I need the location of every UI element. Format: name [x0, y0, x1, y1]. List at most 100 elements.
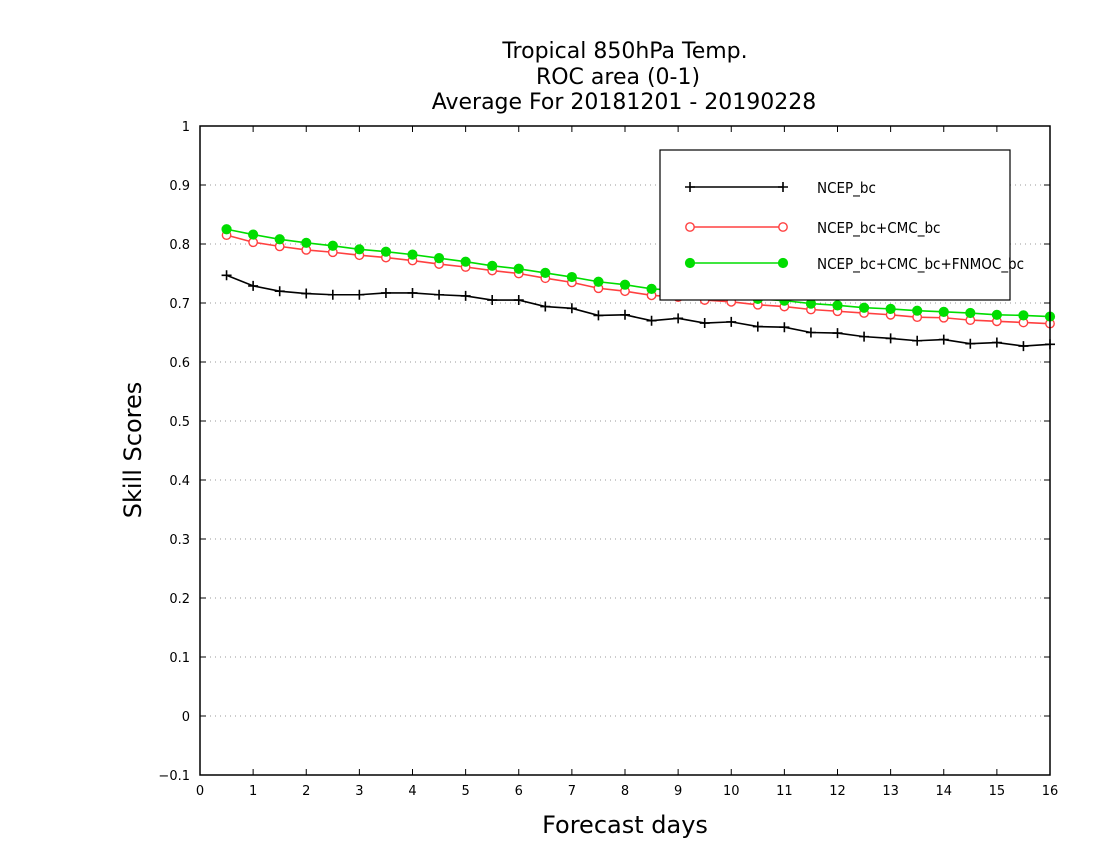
- chart-title-line-1: Tropical 850hPa Temp.: [501, 39, 747, 64]
- x-tick-label: 11: [776, 784, 793, 799]
- data-point-ncep-bc-cmc-bc-fnmoc-bc: [938, 306, 949, 317]
- data-point-ncep-bc: [779, 322, 790, 333]
- x-tick-label: 8: [621, 784, 629, 799]
- x-tick-label: 10: [723, 784, 740, 799]
- x-tick-label: 15: [989, 784, 1006, 799]
- data-point-ncep-bc: [407, 287, 418, 298]
- y-tick-label: 0.9: [169, 179, 190, 194]
- grid: [200, 184, 1050, 717]
- data-point-ncep-bc-cmc-bc-fnmoc-bc: [593, 276, 604, 287]
- data-point-ncep-bc: [912, 335, 923, 346]
- data-point-ncep-bc: [832, 328, 843, 339]
- series-ncep-bc: [221, 270, 1055, 352]
- data-point-ncep-bc: [460, 290, 471, 301]
- legend-marker-ncep-bc-cmc-bc-fnmoc-bc: [777, 257, 789, 269]
- data-point-ncep-bc: [274, 286, 285, 297]
- x-tick-label: 9: [674, 784, 682, 799]
- data-point-ncep-bc-cmc-bc-fnmoc-bc: [221, 224, 232, 235]
- data-point-ncep-bc: [301, 288, 312, 299]
- data-point-ncep-bc: [248, 280, 259, 291]
- data-point-ncep-bc: [752, 321, 763, 332]
- legend-marker-ncep-bc: [685, 182, 695, 192]
- x-tick-label: 3: [355, 784, 363, 799]
- data-point-ncep-bc-cmc-bc-fnmoc-bc: [885, 303, 896, 314]
- legend-marker-ncep-bc: [778, 182, 788, 192]
- data-point-ncep-bc-cmc-bc-fnmoc-bc: [619, 279, 631, 290]
- data-point-ncep-bc-cmc-bc-fnmoc-bc: [566, 271, 577, 283]
- data-point-ncep-bc: [673, 313, 684, 324]
- data-point-ncep-bc: [699, 318, 710, 329]
- y-tick-label: 0: [182, 710, 190, 725]
- data-point-ncep-bc: [221, 270, 232, 281]
- ticks: −0.100.10.20.30.40.50.60.70.80.910 1 2 3 4 5 6…: [158, 120, 1058, 799]
- data-point-ncep-bc-cmc-bc-fnmoc-bc: [354, 244, 365, 255]
- y-tick-label: 0.7: [169, 297, 190, 312]
- data-point-ncep-bc-cmc-bc-fnmoc-bc: [460, 256, 471, 267]
- data-point-ncep-bc-cmc-bc-fnmoc-bc: [433, 253, 445, 264]
- data-point-ncep-bc: [965, 338, 976, 349]
- data-point-ncep-bc-cmc-bc-fnmoc-bc: [513, 263, 524, 274]
- data-point-ncep-bc: [726, 316, 737, 327]
- x-tick-label: 16: [1042, 784, 1059, 799]
- x-tick-label: 12: [829, 784, 846, 799]
- data-point-ncep-bc: [540, 301, 551, 312]
- data-point-ncep-bc-cmc-bc-fnmoc-bc: [301, 237, 312, 248]
- y-axis-label: Skill Scores: [119, 382, 147, 519]
- y-tick-label: 0.6: [169, 356, 190, 371]
- y-tick-label: 0.2: [169, 592, 190, 607]
- data-point-ncep-bc: [380, 287, 391, 298]
- data-point-ncep-bc-cmc-bc-fnmoc-bc: [487, 260, 498, 271]
- y-tick-label: 0.3: [169, 533, 190, 548]
- data-point-ncep-bc-cmc-bc-fnmoc-bc: [274, 234, 285, 245]
- y-tick-label: 0.5: [169, 415, 190, 430]
- legend-label-ncep-bc-cmc-bc: NCEP_bc+CMC_bc: [817, 219, 940, 238]
- data-point-ncep-bc-cmc-bc-fnmoc-bc: [248, 229, 259, 240]
- data-point-ncep-bc-cmc-bc-fnmoc-bc: [1018, 310, 1029, 321]
- data-point-ncep-bc: [593, 310, 604, 321]
- data-point-ncep-bc: [885, 333, 896, 344]
- data-point-ncep-bc-cmc-bc-fnmoc-bc: [540, 267, 551, 279]
- data-point-ncep-bc-cmc-bc-fnmoc-bc: [912, 305, 923, 316]
- data-point-ncep-bc-cmc-bc-fnmoc-bc: [965, 307, 976, 319]
- y-tick-label: 0.4: [169, 474, 190, 489]
- data-point-ncep-bc: [1018, 341, 1029, 352]
- data-point-ncep-bc: [620, 309, 630, 320]
- data-point-ncep-bc-cmc-bc-fnmoc-bc: [991, 309, 1002, 320]
- y-tick-label: 0.8: [169, 238, 190, 253]
- x-tick-label: 7: [568, 784, 576, 799]
- data-point-ncep-bc: [487, 295, 498, 306]
- data-point-ncep-bc-cmc-bc-fnmoc-bc: [646, 283, 657, 294]
- x-tick-label: 4: [408, 784, 416, 799]
- x-tick-label: 0: [196, 784, 204, 799]
- data-point-ncep-bc: [938, 334, 949, 345]
- y-tick-label: 1: [182, 120, 190, 135]
- legend-label-ncep-bc-cmc-bc-fnmoc-bc: NCEP_bc+CMC_bc+FNMOC_bc: [817, 255, 1024, 274]
- legend-box: [659, 149, 1011, 301]
- legend: NCEP_bc NCEP_bc+CMC_bc NCEP_bc+CMC_bc+FNMO…: [659, 149, 1024, 301]
- x-tick-label: 14: [935, 784, 952, 799]
- x-tick-label: 13: [882, 784, 899, 799]
- data-point-ncep-bc: [805, 327, 816, 338]
- x-axis-label: Forecast days: [542, 811, 708, 839]
- data-point-ncep-bc-cmc-bc-fnmoc-bc: [858, 302, 870, 313]
- x-tick-label: 6: [515, 784, 523, 799]
- data-point-ncep-bc-cmc-bc-fnmoc-bc: [407, 249, 418, 260]
- x-tick-label: 2: [302, 784, 310, 799]
- data-point-ncep-bc: [434, 289, 445, 300]
- chart-title-line-2: ROC area (0-1): [536, 65, 700, 90]
- data-point-ncep-bc-cmc-bc-fnmoc-bc: [832, 300, 843, 311]
- data-point-ncep-bc: [513, 295, 524, 306]
- data-point-ncep-bc: [646, 315, 657, 326]
- legend-marker-ncep-bc-cmc-bc-fnmoc-bc: [684, 257, 696, 269]
- legend-marker-ncep-bc-cmc-bc: [778, 222, 788, 232]
- data-point-ncep-bc: [327, 289, 338, 300]
- y-tick-label: 0.1: [169, 651, 190, 666]
- legend-label-ncep-bc: NCEP_bc: [817, 179, 876, 198]
- data-point-ncep-bc-cmc-bc-fnmoc-bc: [380, 246, 392, 257]
- chart-title-line-3: Average For 20181201 - 20190228: [432, 90, 817, 115]
- data-point-ncep-bc: [354, 289, 365, 300]
- x-tick-label: 5: [461, 784, 469, 799]
- data-point-ncep-bc: [859, 331, 870, 342]
- x-tick-label: 1: [249, 784, 257, 799]
